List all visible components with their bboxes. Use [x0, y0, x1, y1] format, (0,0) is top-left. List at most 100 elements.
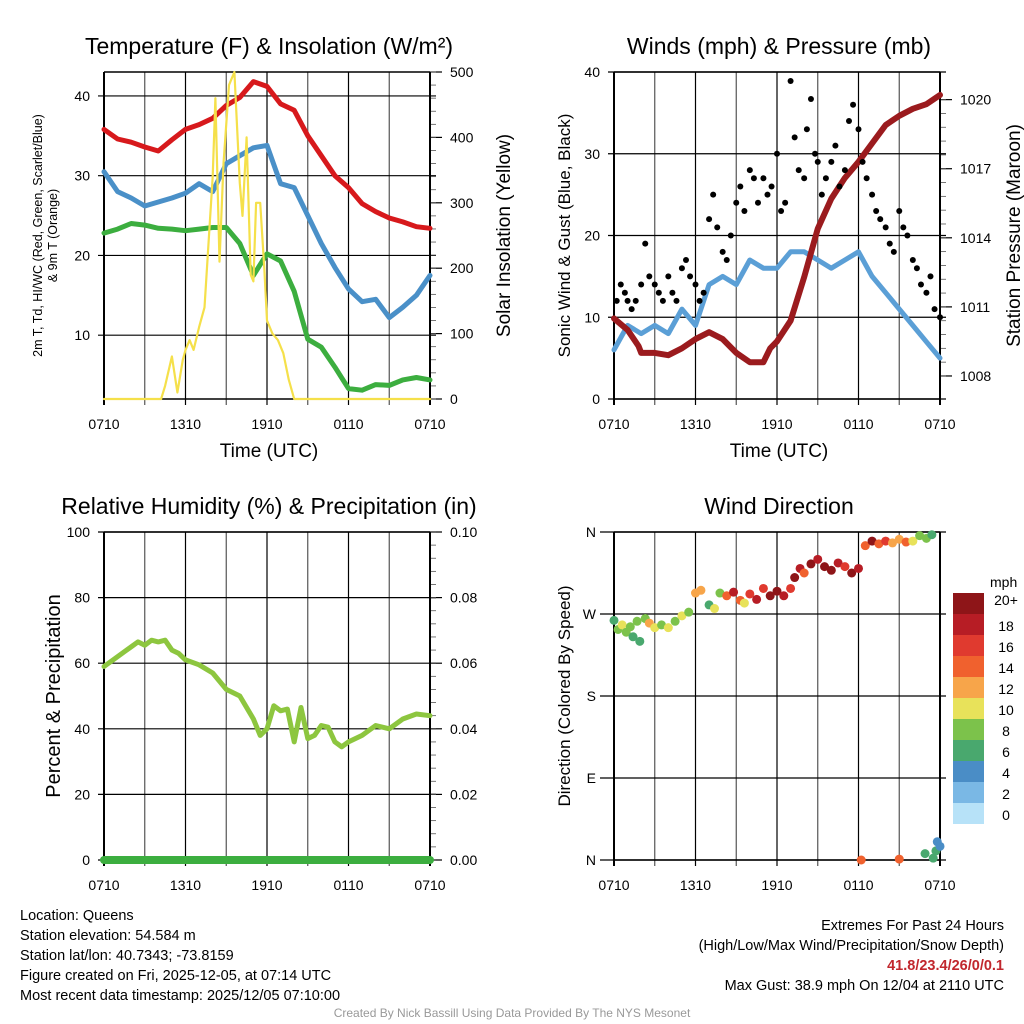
- gust-point: [710, 191, 717, 198]
- gust-point: [877, 216, 884, 223]
- gust-point: [787, 77, 794, 84]
- x-tick-label: 0710: [414, 416, 445, 432]
- station-info: Location: Queens Station elevation: 54.5…: [20, 906, 340, 1006]
- panel-rh: Relative Humidity (%) & Precipitation (i…: [43, 493, 477, 893]
- direction-point: [632, 616, 642, 626]
- gust-point: [733, 199, 740, 206]
- max-gust-text: Max Gust: 38.9 mph On 12/04 at 2110 UTC: [724, 978, 1004, 994]
- direction-point: [847, 568, 857, 578]
- gust-point: [642, 240, 649, 247]
- x-axis-label: Time (UTC): [220, 441, 319, 462]
- x-tick-label: 1910: [761, 416, 792, 432]
- gust-point: [669, 289, 676, 296]
- gust-point: [917, 281, 924, 288]
- gust-point: [692, 281, 699, 288]
- x-tick-label: 0710: [88, 877, 119, 893]
- direction-point: [826, 565, 836, 575]
- y-tick-label: 80: [74, 590, 90, 606]
- direction-point: [881, 536, 891, 546]
- direction-point: [799, 568, 809, 578]
- legend-swatch: [953, 761, 984, 782]
- gust-point: [646, 273, 653, 280]
- gust-point: [863, 175, 870, 182]
- y-tick-label: 20: [74, 247, 90, 263]
- y2-tick-label: 0.02: [450, 786, 477, 802]
- direction-point: [739, 598, 749, 608]
- y-tick-label: 0: [592, 391, 600, 407]
- series-station-pressure: [611, 92, 943, 366]
- gust-point: [807, 95, 814, 102]
- legend-swatch: [953, 656, 984, 677]
- direction-point: [854, 563, 863, 573]
- x-tick-label: 1910: [761, 877, 792, 893]
- y-tick-label: W: [583, 606, 597, 622]
- direction-point: [617, 620, 627, 630]
- elevation-text: Station elevation: 54.584 m: [20, 928, 196, 944]
- direction-point: [813, 554, 823, 564]
- y2-tick-label: 1020: [960, 92, 991, 108]
- direction-point: [628, 632, 638, 642]
- direction-point: [927, 530, 937, 540]
- y2-tick-label: 0.04: [450, 721, 477, 737]
- gust-point: [801, 175, 808, 182]
- gust-point: [886, 240, 893, 247]
- gust-point: [687, 273, 694, 280]
- y-tick-label: 40: [74, 88, 90, 104]
- y2-tick-label: 0.10: [450, 524, 477, 540]
- legend-swatch: [953, 614, 984, 635]
- direction-point: [650, 623, 660, 633]
- y2-tick-label: 300: [450, 195, 474, 211]
- gust-point: [696, 297, 703, 304]
- y-tick-label: 60: [74, 655, 90, 671]
- location-text: Location: Queens: [20, 908, 134, 924]
- y-tick-label: S: [587, 688, 596, 704]
- gust-point: [814, 158, 821, 165]
- series-sonic-wind: [611, 249, 943, 361]
- y-axis-label: & 9m T (Orange): [46, 189, 60, 282]
- gust-point: [741, 207, 748, 214]
- direction-point: [609, 615, 619, 625]
- y-tick-label: N: [586, 524, 596, 540]
- direction-point: [928, 853, 938, 863]
- extremes-title: Extremes For Past 24 Hours: [821, 918, 1004, 934]
- gust-point: [822, 175, 829, 182]
- panel-wind: Winds (mph) & Pressure (mb) 0710 1310 1910 0…: [555, 33, 1024, 462]
- gust-point: [678, 265, 685, 272]
- y-tick-label: 10: [74, 327, 90, 343]
- y2-tick-label: 0: [450, 391, 458, 407]
- series-gust: [613, 77, 943, 321]
- y2-axis-label: Station Pressure (Maroon): [1004, 124, 1024, 347]
- gust-point: [624, 297, 631, 304]
- series-solar-insolation: [102, 70, 432, 401]
- y-tick-label: 10: [584, 309, 600, 325]
- direction-point: [786, 583, 796, 593]
- x-tick-label: 1910: [251, 877, 282, 893]
- chart-title: Relative Humidity (%) & Precipitation (i…: [61, 493, 476, 519]
- created-text: Figure created on Fri, 2025-12-05, at 07…: [20, 968, 332, 984]
- gust-point: [923, 289, 930, 296]
- direction-point: [920, 849, 930, 859]
- y-tick-label: 20: [584, 228, 600, 244]
- direction-point: [908, 536, 918, 546]
- y2-axis-label: Solar Insolation (Yellow): [494, 134, 515, 337]
- chart-title: Wind Direction: [704, 493, 854, 519]
- y2-tick-label: 500: [450, 64, 474, 80]
- y-axis-label: Direction (Colored By Speed): [555, 585, 574, 806]
- gust-point: [768, 183, 775, 190]
- direction-point: [833, 558, 843, 568]
- gust-point: [882, 224, 889, 231]
- y2-tick-label: 100: [450, 326, 474, 342]
- gust-point: [845, 118, 852, 125]
- gust-point: [931, 306, 938, 313]
- x-tick-label: 1310: [170, 416, 201, 432]
- extremes-info: Extremes For Past 24 Hours (High/Low/Max…: [699, 916, 1004, 996]
- y-tick-label: N: [586, 852, 596, 868]
- direction-point: [752, 594, 762, 604]
- direction-point: [765, 591, 775, 601]
- x-tick-label: 0110: [333, 877, 363, 893]
- gust-point: [855, 126, 862, 133]
- gust-point: [651, 281, 658, 288]
- legend-label: 2: [1002, 786, 1010, 802]
- y2-tick-label: 400: [450, 129, 474, 145]
- y2-tick-label: 1017: [960, 161, 991, 177]
